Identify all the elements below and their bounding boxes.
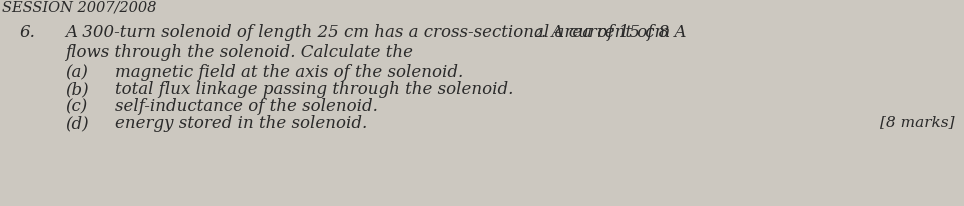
- Text: 2: 2: [534, 29, 541, 39]
- Text: energy stored in the solenoid.: energy stored in the solenoid.: [115, 115, 367, 131]
- Text: . A current of 8 A: . A current of 8 A: [541, 24, 686, 41]
- Text: SESSION 2007/2008: SESSION 2007/2008: [2, 0, 156, 14]
- Text: total flux linkage passing through the solenoid.: total flux linkage passing through the s…: [115, 81, 514, 97]
- Text: (a): (a): [65, 64, 88, 81]
- Text: flows through the solenoid. Calculate the: flows through the solenoid. Calculate th…: [65, 44, 413, 61]
- Text: (d): (d): [65, 115, 89, 131]
- Text: A 300-turn solenoid of length 25 cm has a cross-sectional area of 15 cm: A 300-turn solenoid of length 25 cm has …: [65, 24, 670, 41]
- Text: [8 marks]: [8 marks]: [880, 115, 955, 128]
- Text: (b): (b): [65, 81, 89, 97]
- Text: self-inductance of the solenoid.: self-inductance of the solenoid.: [115, 97, 378, 115]
- Text: magnetic field at the axis of the solenoid.: magnetic field at the axis of the soleno…: [115, 64, 464, 81]
- Text: 6.: 6.: [20, 24, 36, 41]
- Text: (c): (c): [65, 97, 88, 115]
